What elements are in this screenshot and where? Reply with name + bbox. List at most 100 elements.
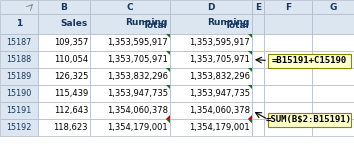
Text: 15192: 15192 — [6, 123, 32, 132]
Bar — [90, 34, 170, 51]
Bar — [170, 119, 252, 136]
Bar — [312, 85, 354, 102]
Polygon shape — [248, 68, 252, 72]
Bar — [90, 14, 170, 34]
Bar — [264, 34, 312, 51]
Bar — [0, 119, 38, 136]
Polygon shape — [166, 51, 170, 55]
Bar — [170, 68, 252, 85]
Bar — [170, 102, 252, 119]
Text: E: E — [255, 2, 261, 11]
Text: 1,354,060,378: 1,354,060,378 — [189, 106, 250, 115]
Text: 118,623: 118,623 — [53, 123, 88, 132]
Text: 112,643: 112,643 — [53, 106, 88, 115]
Polygon shape — [248, 115, 252, 119]
Polygon shape — [248, 119, 252, 123]
Bar — [38, 119, 90, 136]
Bar — [264, 0, 312, 14]
Bar — [38, 68, 90, 85]
Bar — [90, 68, 170, 85]
Text: C: C — [127, 2, 133, 11]
Polygon shape — [166, 119, 170, 123]
Text: 1,354,060,378: 1,354,060,378 — [107, 106, 168, 115]
Bar — [312, 102, 354, 119]
Bar — [252, 14, 264, 34]
Text: =B15191+C15190: =B15191+C15190 — [272, 56, 347, 65]
Text: Running: Running — [208, 18, 250, 27]
Text: 1,353,705,971: 1,353,705,971 — [107, 55, 168, 64]
Bar — [0, 14, 38, 34]
FancyBboxPatch shape — [268, 53, 350, 67]
Bar — [312, 14, 354, 34]
Bar — [312, 34, 354, 51]
Bar — [0, 0, 38, 14]
Text: Sales: Sales — [61, 20, 88, 29]
Text: 109,357: 109,357 — [53, 38, 88, 47]
Bar — [38, 34, 90, 51]
Bar — [252, 68, 264, 85]
Bar — [170, 51, 252, 68]
Bar — [170, 14, 252, 34]
Bar — [170, 0, 252, 14]
Text: 1,353,832,296: 1,353,832,296 — [189, 72, 250, 81]
Bar — [38, 51, 90, 68]
Bar — [90, 51, 170, 68]
Bar — [90, 119, 170, 136]
Bar — [264, 51, 312, 68]
Bar — [252, 85, 264, 102]
Text: 1,354,179,001: 1,354,179,001 — [107, 123, 168, 132]
Bar — [38, 102, 90, 119]
Text: 126,325: 126,325 — [53, 72, 88, 81]
Text: 15190: 15190 — [6, 89, 32, 98]
Text: B: B — [61, 2, 68, 11]
Bar — [264, 14, 312, 34]
Text: F: F — [285, 2, 291, 11]
Bar — [0, 34, 38, 51]
Text: 15191: 15191 — [6, 106, 32, 115]
Polygon shape — [248, 85, 252, 89]
Bar — [312, 68, 354, 85]
Bar — [252, 102, 264, 119]
Text: 1: 1 — [16, 20, 22, 29]
Bar — [0, 68, 38, 85]
Bar — [264, 102, 312, 119]
Bar — [0, 85, 38, 102]
Text: 1,353,947,735: 1,353,947,735 — [189, 89, 250, 98]
Text: G: G — [329, 2, 337, 11]
Bar — [90, 102, 170, 119]
Polygon shape — [248, 34, 252, 38]
Text: 1,353,595,917: 1,353,595,917 — [107, 38, 168, 47]
Bar — [312, 0, 354, 14]
Text: 15189: 15189 — [6, 72, 32, 81]
Polygon shape — [166, 34, 170, 38]
Text: 1,353,705,971: 1,353,705,971 — [189, 55, 250, 64]
Polygon shape — [166, 85, 170, 89]
Text: =SUM(B$2:B15191): =SUM(B$2:B15191) — [266, 115, 352, 124]
Bar — [252, 119, 264, 136]
Bar — [90, 85, 170, 102]
Text: 110,054: 110,054 — [54, 55, 88, 64]
Bar — [252, 0, 264, 14]
Bar — [312, 119, 354, 136]
Text: 115,439: 115,439 — [54, 89, 88, 98]
Bar — [38, 85, 90, 102]
Bar — [264, 85, 312, 102]
Text: 1,353,947,735: 1,353,947,735 — [107, 89, 168, 98]
Text: 15188: 15188 — [6, 55, 32, 64]
Bar — [264, 119, 312, 136]
Text: 1,354,179,001: 1,354,179,001 — [189, 123, 250, 132]
Text: Running: Running — [126, 18, 168, 27]
Text: 1,353,595,917: 1,353,595,917 — [189, 38, 250, 47]
Text: Total: Total — [143, 21, 168, 30]
Text: Total: Total — [225, 21, 250, 30]
Bar — [170, 85, 252, 102]
Text: 1,353,832,296: 1,353,832,296 — [107, 72, 168, 81]
Bar — [312, 51, 354, 68]
Polygon shape — [248, 51, 252, 55]
Polygon shape — [166, 115, 170, 119]
Bar — [38, 14, 90, 34]
Bar — [38, 0, 90, 14]
Bar — [252, 34, 264, 51]
Bar — [170, 34, 252, 51]
Polygon shape — [248, 119, 252, 123]
